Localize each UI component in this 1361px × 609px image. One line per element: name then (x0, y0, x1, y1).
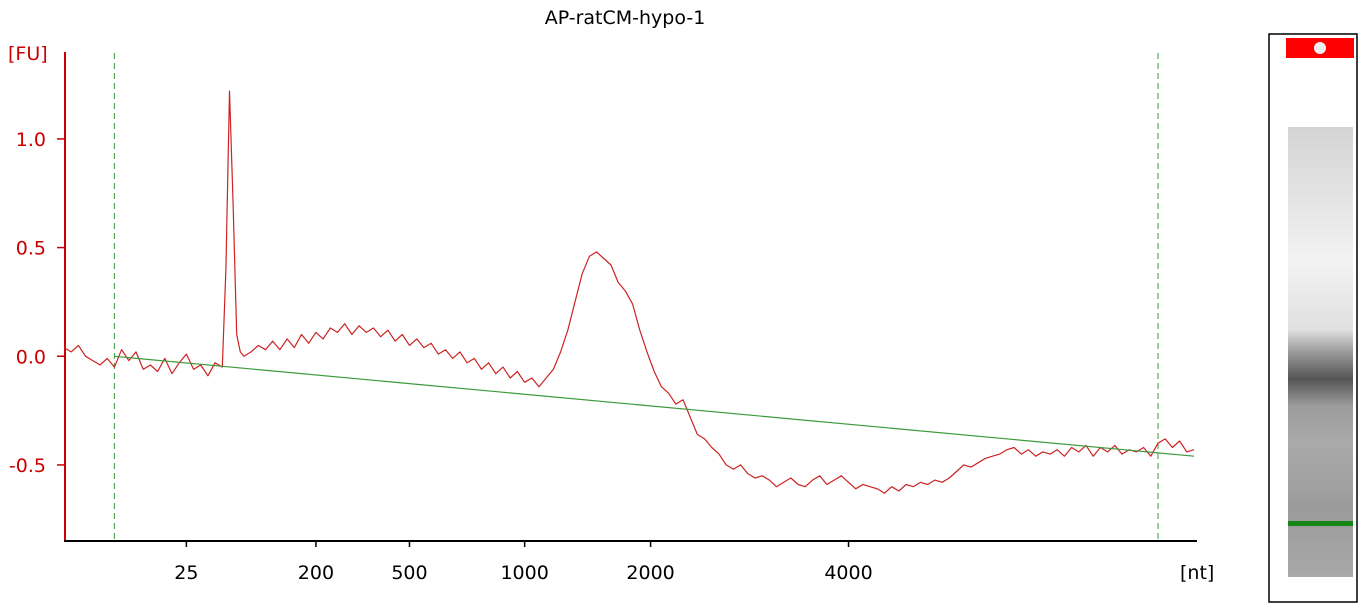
x-tick-label: 1000 (500, 562, 548, 584)
y-ticks: 1.0 0.5 0.0 -0.5 (9, 129, 65, 477)
gel-lane (1268, 33, 1358, 603)
signal-trace (63, 90, 1195, 494)
gel-marker-band (1288, 521, 1353, 526)
x-tick-label: 200 (298, 562, 334, 584)
y-tick-label: 0.5 (16, 238, 46, 260)
y-tick-label: 1.0 (16, 129, 46, 151)
baseline-line (114, 355, 1195, 457)
x-tick-label: 2000 (626, 562, 674, 584)
x-unit-label: [nt] (1180, 562, 1214, 584)
x-ticks: 25 200 500 1000 2000 4000 (174, 541, 873, 584)
x-tick-label: 500 (391, 562, 427, 584)
axes (64, 52, 1197, 542)
y-tick-label: 0.0 (16, 346, 46, 368)
x-tick-label: 4000 (824, 562, 872, 584)
series-lines (63, 90, 1195, 494)
gel-smear (1288, 127, 1353, 577)
marker-lines (113, 53, 1159, 541)
x-tick-label: 25 (174, 562, 198, 584)
y-tick-label: -0.5 (9, 455, 46, 477)
chart-title: AP-ratCM-hypo-1 (545, 7, 706, 29)
gel-well-spot (1314, 42, 1326, 54)
y-unit-label: [FU] (8, 43, 48, 65)
